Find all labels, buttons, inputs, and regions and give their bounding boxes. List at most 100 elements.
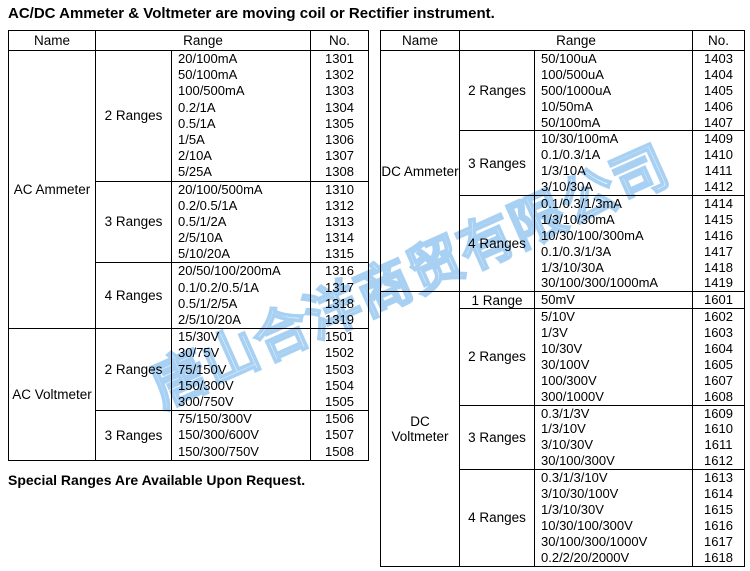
model-no: 1412	[704, 179, 733, 195]
model-no: 1310	[325, 181, 354, 197]
range-value: 20/100/500mA	[178, 181, 263, 197]
col-header-no: No.	[310, 30, 370, 51]
range-value: 100/500uA	[541, 66, 604, 82]
range-values-cell: 5/10V 1/3V 10/30V 30/100V 100/300V 300/1000V	[533, 308, 694, 406]
range-value: 3/10/30/100V	[541, 486, 619, 502]
range-value: 10/30/100mA	[541, 131, 619, 147]
model-no: 1410	[704, 147, 733, 163]
range-value: 150/300/600V	[178, 427, 259, 443]
model-no: 1608	[704, 388, 733, 404]
model-no: 1304	[325, 99, 354, 115]
table-row: AC Voltmeter 2 Ranges 15/30V 30/75V 75/150V 1…	[8, 328, 370, 461]
table-row: DC Ammeter 2 Ranges 50/100uA 100/500uA 500/1…	[380, 49, 746, 293]
model-no: 1419	[704, 275, 733, 291]
range-value: 10/30V	[541, 341, 583, 357]
model-no: 1506	[325, 411, 354, 427]
range-value: 3/10/30V	[541, 437, 594, 453]
model-no: 1601	[704, 292, 733, 308]
table-row: 3 Ranges 10/30/100mA 0.1/0.3/1A 1/3/10A 3/10…	[381, 130, 746, 197]
ranges-count-cell: 3 Ranges	[459, 130, 535, 197]
col-header-no: No.	[692, 30, 746, 51]
range-value: 1/3V	[541, 325, 568, 341]
table-header-row: Name Range No.	[380, 30, 746, 51]
range-value: 5/10V	[541, 309, 575, 325]
model-no: 1404	[704, 66, 733, 82]
table-row: 3 Ranges 20/100/500mA 0.2/0.5/1A 0.5/1/2A 2/…	[9, 180, 370, 264]
model-no: 1411	[704, 163, 733, 179]
range-value: 20/100mA	[178, 51, 238, 66]
range-value: 5/25A	[178, 164, 212, 180]
model-no: 1317	[325, 279, 354, 295]
model-no-cell: 1414 1415 1416 1417 1418 1419	[692, 195, 746, 293]
model-no: 1415	[704, 211, 733, 227]
model-no: 1314	[325, 230, 354, 246]
model-no: 1315	[325, 246, 354, 262]
range-values-cell: 10/30/100mA 0.1/0.3/1A 1/3/10A 3/10/30A	[533, 130, 694, 197]
ranges-count-cell: 4 Ranges	[459, 469, 535, 567]
range-values-cell: 20/100/500mA 0.2/0.5/1A 0.5/1/2A 2/5/10A 5/1…	[170, 180, 312, 264]
range-values-cell: 75/150/300V 150/300/600V 150/300/750V	[170, 410, 312, 461]
model-no: 1301	[325, 51, 354, 66]
model-no: 1611	[704, 437, 733, 453]
range-value: 2/5/10/20A	[178, 312, 241, 327]
range-value: 0.5/1/2/5A	[178, 295, 238, 311]
range-value: 0.1/0.2/0.5/1A	[178, 279, 259, 295]
range-value: 75/150V	[178, 361, 227, 377]
range-value: 0.3/1/3/10V	[541, 470, 608, 486]
model-no: 1305	[325, 115, 354, 131]
model-no: 1617	[704, 533, 733, 549]
model-no: 1316	[325, 263, 354, 279]
range-value: 0.3/1/3V	[541, 405, 590, 421]
range-value: 30/100/300V	[541, 453, 615, 469]
range-value: 0.2/2/20/2000V	[541, 549, 630, 565]
model-no: 1303	[325, 83, 354, 99]
model-no: 1603	[704, 325, 733, 341]
table-row: AC Ammeter 2 Ranges 20/100mA 50/100mA 100/50…	[8, 49, 370, 330]
range-values-cell: 15/30V 30/75V 75/150V 150/300V 300/750V	[170, 328, 312, 412]
ranges-count-cell: 2 Ranges	[459, 308, 535, 406]
model-no: 1615	[704, 501, 733, 517]
range-value: 0.2/1A	[178, 99, 216, 115]
page-title: AC/DC Ammeter & Voltmeter are moving coi…	[8, 5, 495, 22]
range-value: 75/150/300V	[178, 411, 252, 427]
model-no: 1319	[325, 312, 354, 327]
model-no: 1318	[325, 295, 354, 311]
model-no: 1610	[704, 421, 733, 437]
ranges-count-cell: 2 Ranges	[95, 50, 172, 182]
range-value: 1/3/10/30A	[541, 259, 604, 275]
range-value: 1/3/10V	[541, 421, 586, 437]
model-no: 1417	[704, 243, 733, 259]
range-value: 30/100V	[541, 356, 590, 372]
range-value: 2/10A	[178, 148, 212, 164]
model-no: 1308	[325, 164, 354, 180]
model-no: 1313	[325, 213, 354, 229]
range-value: 50/100uA	[541, 51, 597, 66]
model-no-cell: 1609 1610 1611 1612	[692, 404, 746, 471]
model-no: 1609	[704, 405, 733, 421]
range-values-cell: 20/50/100/200mA 0.1/0.2/0.5/1A 0.5/1/2/5A 2…	[170, 262, 312, 330]
range-value: 1/5A	[178, 131, 205, 147]
model-no: 1414	[704, 196, 733, 212]
model-no: 1312	[325, 197, 354, 213]
ranges-count-cell: 3 Ranges	[95, 180, 172, 264]
model-no: 1605	[704, 356, 733, 372]
range-value: 100/500mA	[178, 83, 245, 99]
model-no-cell: 1310 1312 1313 1314 1315	[310, 180, 370, 264]
range-value: 500/1000uA	[541, 82, 612, 98]
model-no: 1505	[325, 393, 354, 409]
instrument-name-cell: AC Voltmeter	[8, 328, 96, 461]
model-no-cell: 1301 1302 1303 1304 1305 1306 1307 1308	[310, 50, 370, 182]
model-no: 1403	[704, 51, 733, 66]
model-no: 1302	[325, 67, 354, 83]
model-no: 1618	[704, 549, 733, 565]
ranges-count-cell: 4 Ranges	[459, 195, 535, 293]
model-no: 1613	[704, 470, 733, 486]
model-no: 1409	[704, 131, 733, 147]
model-no-cell: 1316 1317 1318 1319	[310, 262, 370, 330]
range-value: 1/3/10/30mA	[541, 211, 615, 227]
col-header-name: Name	[8, 30, 96, 51]
ranges-count-cell: 2 Ranges	[95, 328, 172, 412]
special-ranges-note: Special Ranges Are Available Upon Reques…	[8, 472, 306, 488]
range-value: 50/100mA	[178, 67, 238, 83]
